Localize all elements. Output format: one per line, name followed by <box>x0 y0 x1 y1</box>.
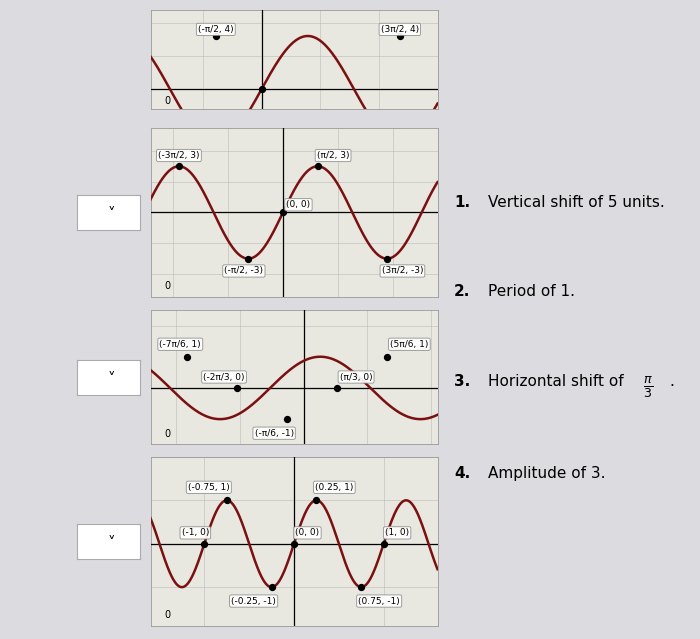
Text: (3π/2, 4): (3π/2, 4) <box>381 25 419 34</box>
Text: Amplitude of 3.: Amplitude of 3. <box>488 466 605 481</box>
Point <box>231 383 242 393</box>
Point <box>210 31 221 41</box>
Text: 0: 0 <box>165 610 171 620</box>
Point <box>394 31 405 41</box>
Text: 4.: 4. <box>454 466 470 481</box>
Text: Vertical shift of 5 units.: Vertical shift of 5 units. <box>488 195 664 210</box>
Point <box>181 351 193 362</box>
Point <box>256 84 267 94</box>
Point <box>378 539 389 549</box>
Text: (0, 0): (0, 0) <box>295 528 319 537</box>
Text: ˅: ˅ <box>108 372 116 387</box>
Text: (π/3, 0): (π/3, 0) <box>340 373 372 381</box>
Point <box>382 351 393 362</box>
Text: (-7π/6, 1): (-7π/6, 1) <box>160 340 201 349</box>
Text: (1, 0): (1, 0) <box>385 528 410 537</box>
Text: Period of 1.: Period of 1. <box>488 284 575 299</box>
Point <box>174 161 185 171</box>
Text: 3.: 3. <box>454 374 470 389</box>
Point <box>311 495 322 505</box>
Point <box>199 539 210 549</box>
Text: (0.25, 1): (0.25, 1) <box>315 483 354 492</box>
Text: ˅: ˅ <box>108 536 116 551</box>
Text: (5π/6, 1): (5π/6, 1) <box>390 340 428 349</box>
Point <box>243 254 254 264</box>
Text: 0: 0 <box>165 429 171 440</box>
Point <box>277 207 288 217</box>
Text: ˅: ˅ <box>108 207 116 222</box>
Point <box>331 383 342 393</box>
Text: (0.75, -1): (0.75, -1) <box>358 597 400 606</box>
Text: 1.: 1. <box>454 195 470 210</box>
Text: Horizontal shift of: Horizontal shift of <box>488 374 628 389</box>
Text: $\frac{\pi}{3}$: $\frac{\pi}{3}$ <box>643 374 653 399</box>
Point <box>266 582 277 592</box>
Point <box>382 254 393 264</box>
Text: (-π/6, -1): (-π/6, -1) <box>255 429 294 438</box>
Text: (-π/2, -3): (-π/2, -3) <box>225 266 263 275</box>
Text: 0: 0 <box>165 281 171 291</box>
Text: (-π/2, 4): (-π/2, 4) <box>198 25 234 34</box>
Point <box>312 161 323 171</box>
Point <box>281 414 293 424</box>
Text: (π/2, 3): (π/2, 3) <box>317 151 349 160</box>
Point <box>221 495 232 505</box>
Text: 0: 0 <box>165 96 171 105</box>
Point <box>288 539 300 549</box>
Text: .: . <box>669 374 674 389</box>
Text: 2.: 2. <box>454 284 470 299</box>
Text: (-0.75, 1): (-0.75, 1) <box>188 483 230 492</box>
Text: (-3π/2, 3): (-3π/2, 3) <box>158 151 200 160</box>
Text: (-2π/3, 0): (-2π/3, 0) <box>203 373 245 381</box>
Point <box>356 582 367 592</box>
Text: (3π/2, -3): (3π/2, -3) <box>382 266 423 275</box>
Text: (-0.25, -1): (-0.25, -1) <box>231 597 276 606</box>
Text: (-1, 0): (-1, 0) <box>182 528 209 537</box>
Text: (0, 0): (0, 0) <box>286 200 311 209</box>
